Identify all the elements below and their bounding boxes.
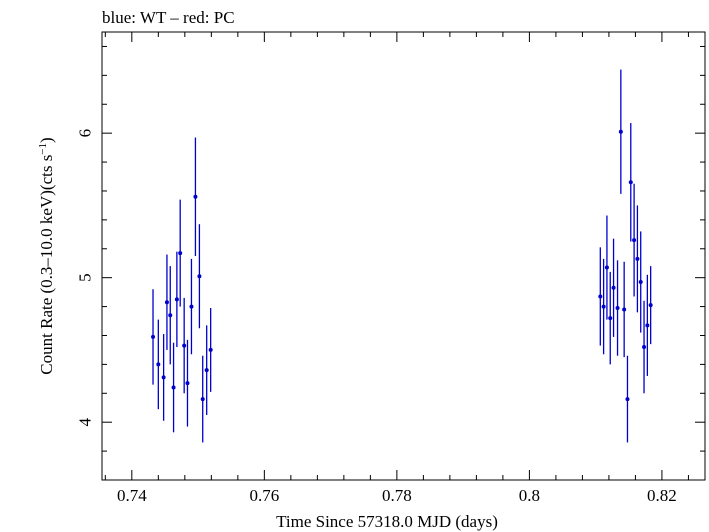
data-point [174, 297, 179, 302]
axis-ticks: 0.74 0.76 0.78 0.8 0.82 4 5 6 [76, 32, 705, 505]
x-tick-label: 0.76 [249, 486, 279, 505]
data-points [151, 69, 653, 443]
data-point [189, 304, 194, 309]
y-axis-label-close: ) [37, 137, 56, 143]
data-point [164, 300, 169, 305]
data-point [601, 304, 606, 309]
data-point [608, 316, 613, 321]
y-axis-label: Count Rate (0.3–10.0 keV)(cts s−1) [37, 137, 56, 374]
y-axis-label-main: Count Rate (0.3–10.0 keV)(cts s [37, 155, 56, 375]
data-point [193, 194, 198, 199]
data-point [622, 307, 627, 312]
data-point [168, 313, 173, 318]
y-tick-label: 6 [76, 129, 95, 138]
data-point [178, 251, 183, 256]
y-axis-label-superscript: −1 [37, 143, 49, 155]
x-axis-label: Time Since 57318.0 MJD (days) [276, 512, 498, 531]
data-point [625, 397, 630, 402]
x-tick-label: 0.74 [117, 486, 147, 505]
data-point [618, 129, 623, 134]
data-point [171, 385, 176, 390]
data-point [632, 238, 637, 243]
data-point [200, 397, 205, 402]
data-point [151, 334, 156, 339]
x-tick-label: 0.78 [382, 486, 412, 505]
data-point [161, 375, 166, 380]
data-point [604, 265, 609, 270]
data-point [648, 303, 653, 308]
data-point [156, 362, 161, 367]
data-point [642, 345, 647, 350]
plot-frame [101, 31, 706, 481]
data-point [204, 368, 209, 373]
y-tick-label: 4 [76, 417, 95, 426]
data-point [635, 256, 640, 261]
data-point [208, 347, 213, 352]
data-point [598, 294, 603, 299]
data-point [611, 285, 616, 290]
y-tick-label: 5 [76, 273, 95, 282]
data-point [185, 381, 190, 386]
data-point [197, 274, 202, 279]
data-point [645, 323, 650, 328]
data-point [638, 280, 643, 285]
x-tick-label: 0.82 [647, 486, 677, 505]
data-point [182, 343, 187, 348]
data-point [615, 306, 620, 311]
chart-title: blue: WT – red: PC [102, 8, 235, 27]
x-tick-label: 0.8 [519, 486, 540, 505]
data-point [628, 180, 633, 185]
